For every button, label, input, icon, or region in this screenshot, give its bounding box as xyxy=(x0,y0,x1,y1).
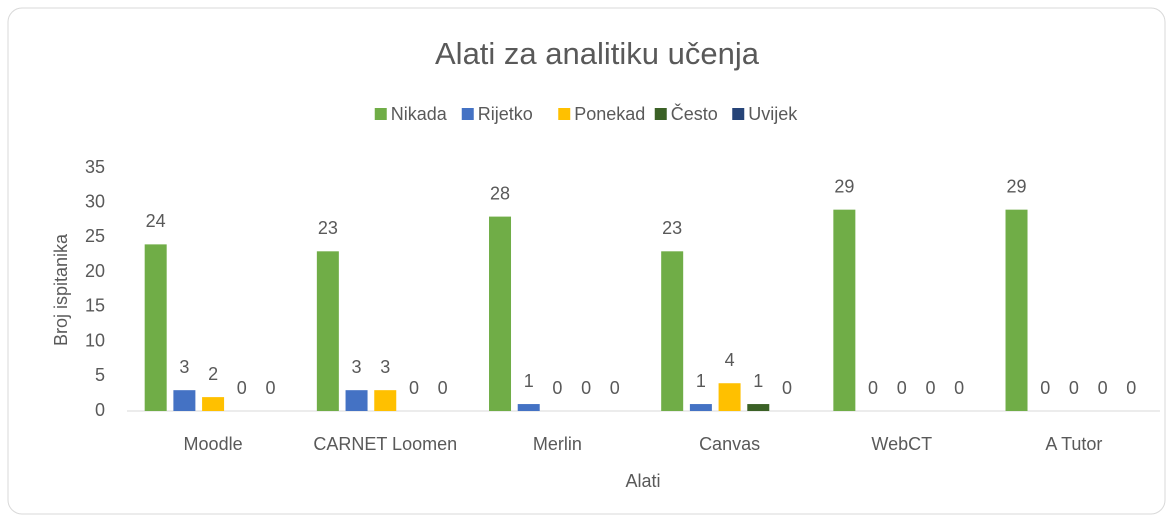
data-label: 29 xyxy=(834,176,854,196)
data-label: 1 xyxy=(524,371,534,391)
data-label: 0 xyxy=(265,378,275,398)
bar xyxy=(489,216,512,411)
bar xyxy=(747,404,770,411)
data-label: 0 xyxy=(1126,378,1136,398)
bar xyxy=(661,251,684,411)
data-label: 0 xyxy=(868,378,878,398)
legend-swatch xyxy=(558,108,571,120)
data-label: 0 xyxy=(237,378,247,398)
bar xyxy=(316,251,339,411)
data-label: 3 xyxy=(179,357,189,377)
data-label: 0 xyxy=(1098,378,1108,398)
y-tick-label: 15 xyxy=(85,296,105,316)
data-label: 1 xyxy=(696,371,706,391)
legend-swatch xyxy=(654,108,667,120)
data-label: 0 xyxy=(552,378,562,398)
x-axis-title: Alati xyxy=(625,471,660,491)
data-label: 24 xyxy=(146,211,166,231)
legend-label: Rijetko xyxy=(478,104,533,124)
bar xyxy=(144,244,167,411)
y-tick-label: 30 xyxy=(85,191,105,211)
data-label: 1 xyxy=(753,371,763,391)
legend-label: Uvijek xyxy=(748,104,798,124)
data-label: 23 xyxy=(318,218,338,238)
data-label: 4 xyxy=(725,350,735,370)
y-tick-label: 10 xyxy=(85,330,105,350)
data-label: 0 xyxy=(409,378,419,398)
bar xyxy=(689,404,712,411)
data-label: 0 xyxy=(610,378,620,398)
x-tick-label: Moodle xyxy=(184,434,243,454)
bar xyxy=(345,390,368,411)
bar xyxy=(1005,209,1028,411)
bar xyxy=(517,404,540,411)
y-tick-label: 35 xyxy=(85,157,105,177)
bar xyxy=(173,390,196,411)
x-tick-label: WebCT xyxy=(871,434,932,454)
y-tick-label: 5 xyxy=(95,365,105,385)
data-label: 23 xyxy=(662,218,682,238)
x-tick-label: CARNET Loomen xyxy=(313,434,457,454)
legend-swatch xyxy=(374,108,387,120)
data-label: 0 xyxy=(782,378,792,398)
legend-label: Često xyxy=(671,103,718,124)
data-label: 2 xyxy=(208,364,218,384)
y-tick-label: 25 xyxy=(85,226,105,246)
y-tick-label: 0 xyxy=(95,400,105,420)
data-label: 0 xyxy=(581,378,591,398)
data-label: 0 xyxy=(438,378,448,398)
data-label: 3 xyxy=(352,357,362,377)
data-label: 3 xyxy=(380,357,390,377)
bar xyxy=(374,390,397,411)
chart-frame xyxy=(7,7,1166,515)
legend-label: Nikada xyxy=(391,104,448,124)
data-label: 0 xyxy=(925,378,935,398)
bar xyxy=(718,383,741,411)
x-tick-label: Canvas xyxy=(699,434,760,454)
y-axis-title: Broj ispitanika xyxy=(51,233,71,346)
data-label: 0 xyxy=(1069,378,1079,398)
chart-title: Alati za analitiku učenja xyxy=(435,36,760,71)
x-tick-label: A Tutor xyxy=(1045,434,1102,454)
legend-swatch xyxy=(461,108,474,120)
data-label: 0 xyxy=(1040,378,1050,398)
data-label: 29 xyxy=(1007,176,1027,196)
data-label: 0 xyxy=(954,378,964,398)
y-tick-label: 20 xyxy=(85,261,105,281)
x-tick-label: Merlin xyxy=(533,434,582,454)
legend-swatch xyxy=(732,108,745,120)
data-label: 28 xyxy=(490,183,510,203)
bar xyxy=(202,397,225,411)
bar xyxy=(833,209,856,411)
data-label: 0 xyxy=(897,378,907,398)
legend-label: Ponekad xyxy=(574,104,645,124)
